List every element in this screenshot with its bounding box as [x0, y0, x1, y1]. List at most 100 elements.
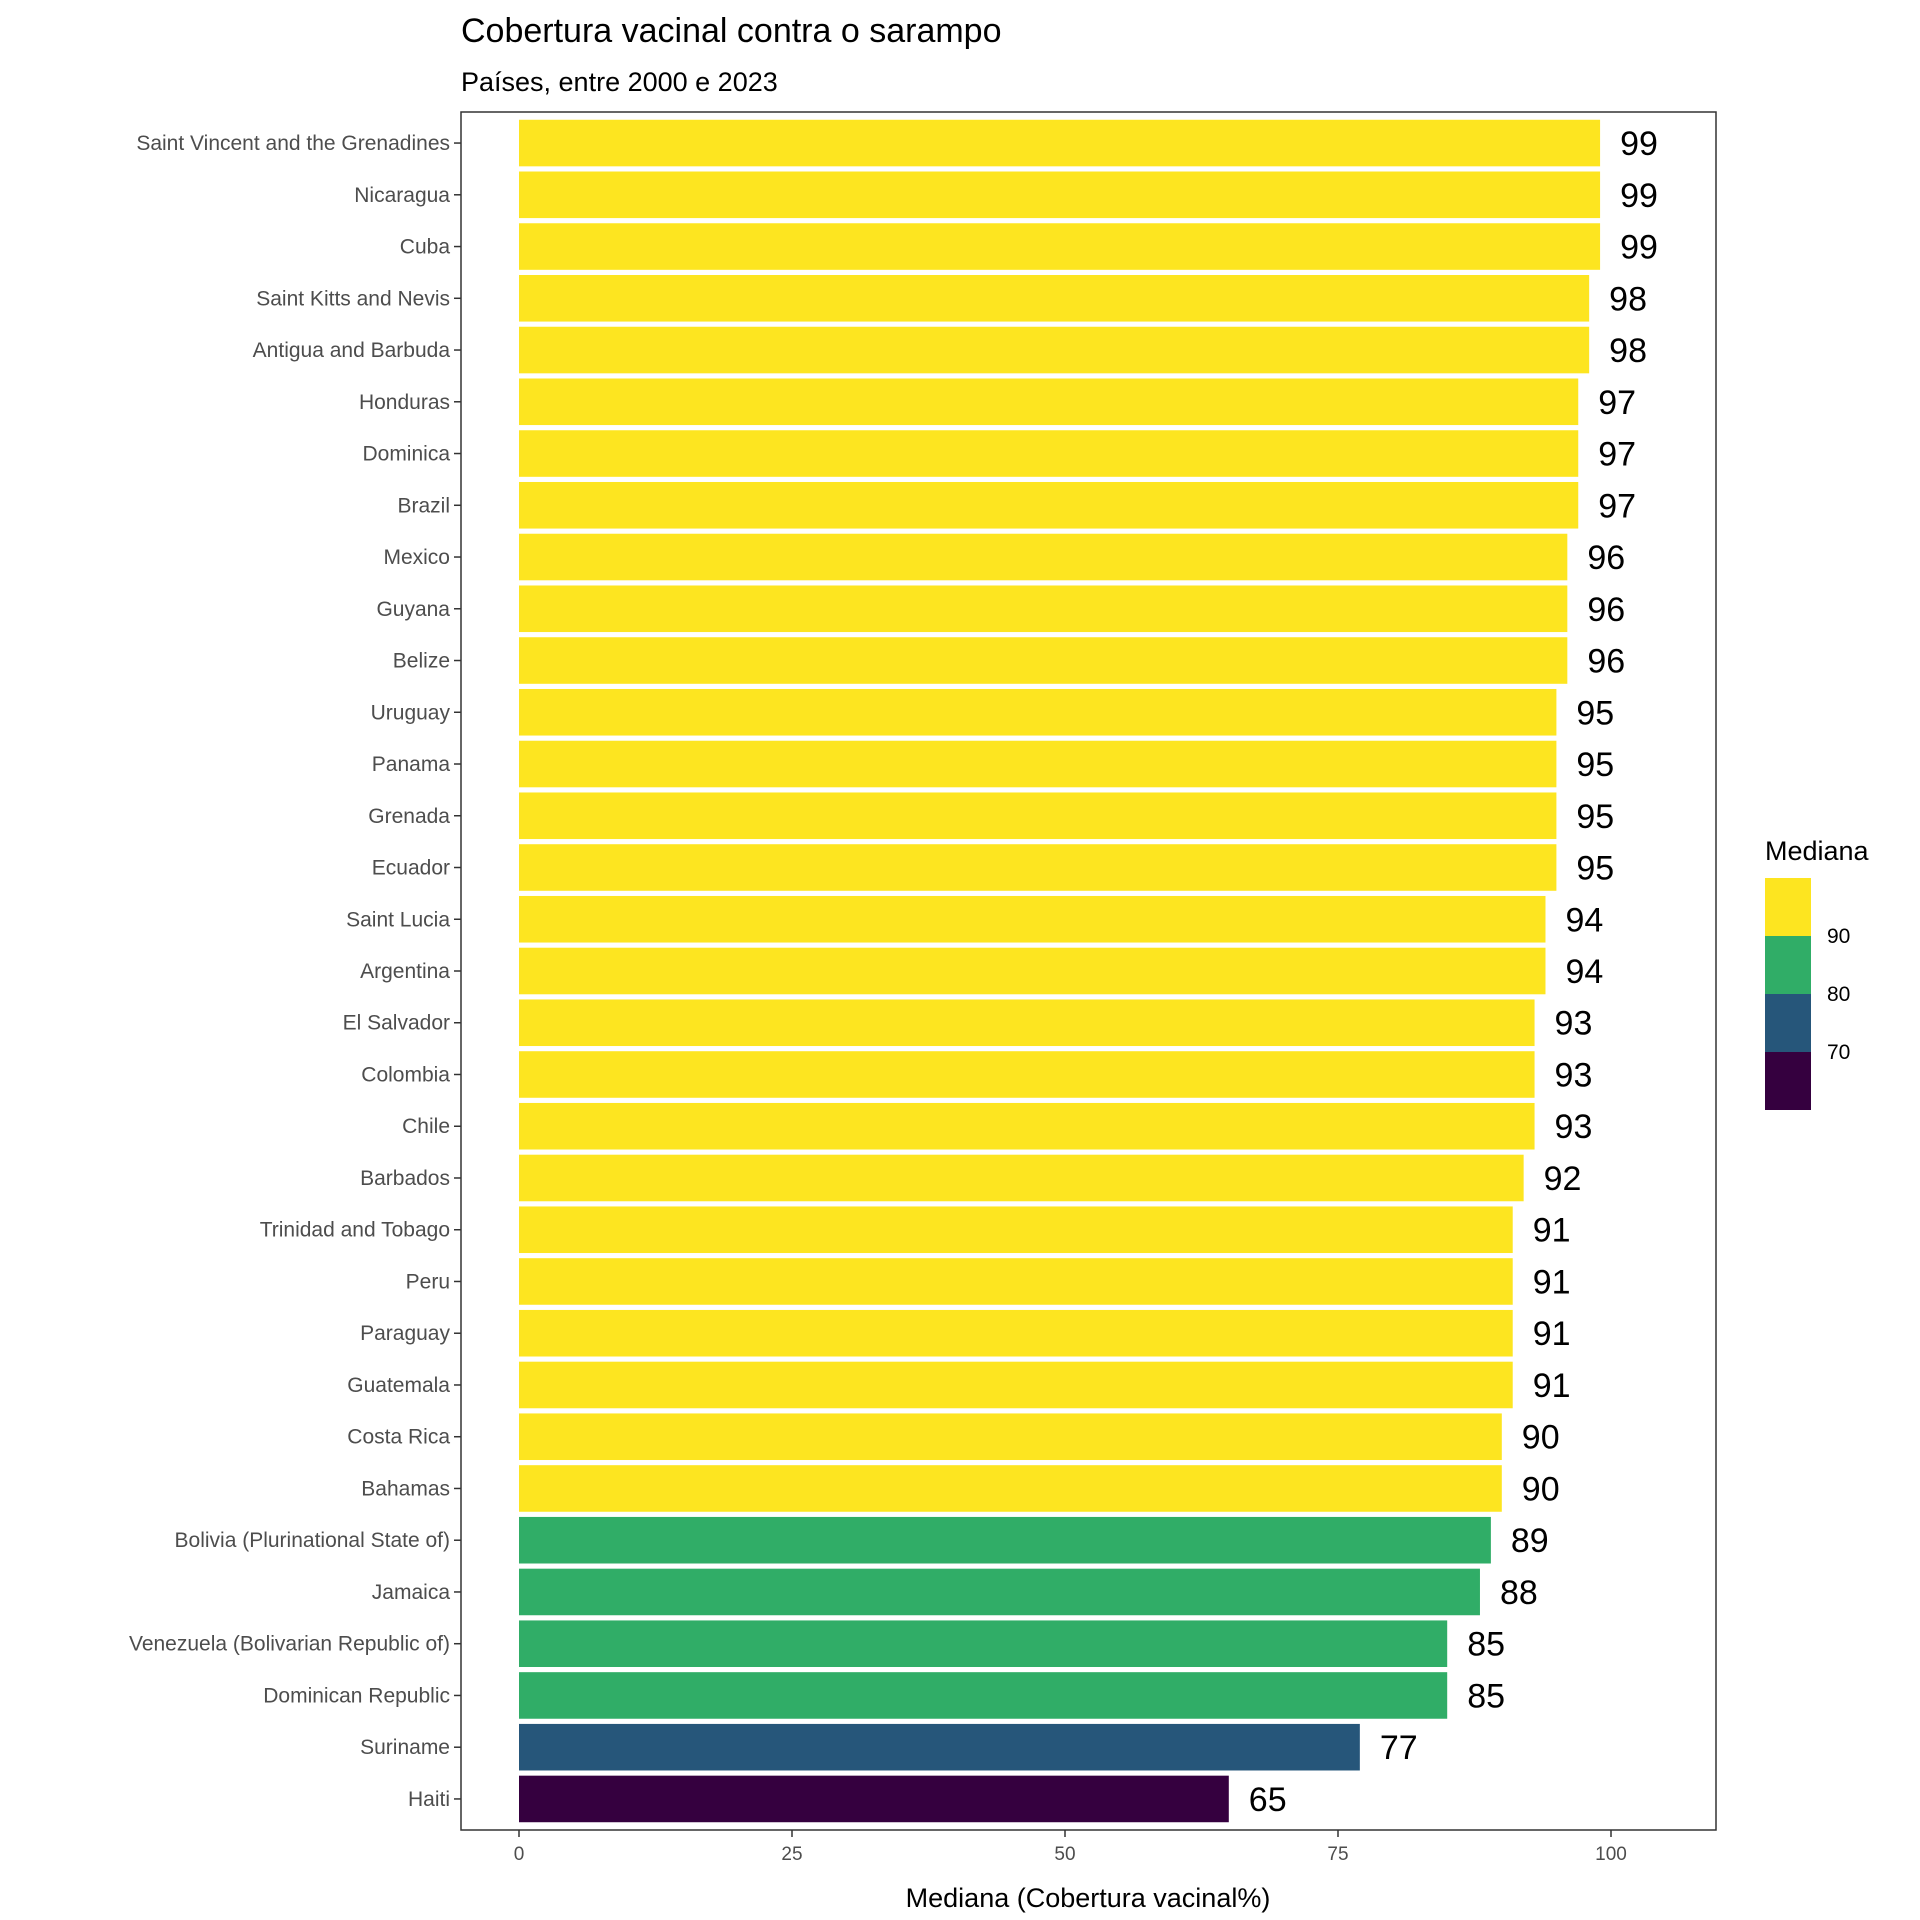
data-label: 95 [1576, 746, 1614, 784]
data-label: 99 [1620, 229, 1658, 267]
data-label: 97 [1598, 436, 1636, 474]
bar [519, 999, 1535, 1047]
y-axis: Saint Vincent and the Grenadines Nicaragu… [129, 132, 461, 1811]
y-tick-label: Chile [402, 1115, 450, 1138]
y-tick-label: Antigua and Barbuda [253, 339, 451, 362]
data-label: 85 [1467, 1626, 1505, 1664]
legend-label: 70 [1827, 1041, 1850, 1064]
y-tick-label: Bahamas [361, 1477, 450, 1500]
legend-title: Mediana [1765, 836, 1870, 866]
bar [519, 1154, 1524, 1202]
bar [519, 1516, 1491, 1564]
y-tick-label: Grenada [368, 805, 450, 828]
y-tick-label: Trinidad and Tobago [260, 1219, 450, 1242]
x-axis-title: Mediana (Cobertura vacinal%) [906, 1883, 1271, 1913]
data-label: 89 [1511, 1522, 1549, 1560]
data-label: 97 [1598, 487, 1636, 525]
data-label: 65 [1249, 1781, 1287, 1819]
data-label: 98 [1609, 280, 1647, 318]
data-label: 90 [1522, 1419, 1560, 1457]
bar [519, 1102, 1535, 1150]
chart-subtitle: Países, entre 2000 e 2023 [461, 67, 778, 97]
bar [519, 895, 1546, 943]
y-tick-label: Nicaragua [354, 184, 450, 207]
bar [519, 947, 1546, 995]
data-label: 94 [1565, 901, 1603, 939]
data-label: 93 [1555, 1056, 1593, 1094]
y-tick-label: Argentina [360, 960, 450, 983]
legend-key [1765, 994, 1811, 1052]
y-tick-label: Belize [393, 650, 450, 673]
bar [519, 740, 1557, 788]
data-label: 98 [1609, 332, 1647, 370]
bar [519, 430, 1579, 477]
y-tick-label: Guatemala [347, 1374, 450, 1397]
data-label: 99 [1620, 125, 1658, 163]
data-label: 94 [1565, 953, 1603, 991]
legend-key [1765, 878, 1811, 936]
bar [519, 1051, 1535, 1098]
data-label: 95 [1576, 850, 1614, 888]
bar [519, 533, 1568, 581]
data-label: 92 [1544, 1160, 1582, 1198]
data-labels-group: 99 99 99 98 98 97 97 97 96 96 96 95 95 95 95 94 94 93 93 93… [1249, 125, 1658, 1819]
y-tick-label: Ecuador [372, 857, 450, 880]
x-tick-label: 100 [1595, 1844, 1627, 1865]
y-tick-label: El Salvador [343, 1012, 450, 1035]
data-label: 88 [1500, 1574, 1538, 1612]
bar [519, 1258, 1513, 1305]
legend-label: 90 [1827, 925, 1850, 948]
bar [519, 326, 1590, 374]
data-label: 96 [1587, 539, 1625, 577]
bar [519, 223, 1601, 270]
bar [519, 1620, 1448, 1667]
data-label: 85 [1467, 1677, 1505, 1715]
data-label: 95 [1576, 798, 1614, 836]
y-tick-label: Jamaica [372, 1581, 451, 1604]
bar [519, 1413, 1502, 1461]
data-label: 95 [1576, 694, 1614, 732]
y-tick-label: Costa Rica [347, 1426, 450, 1449]
y-tick-label: Peru [406, 1270, 450, 1293]
bar [519, 1206, 1513, 1254]
bar [519, 844, 1557, 891]
y-tick-label: Honduras [359, 391, 450, 414]
bar [519, 1309, 1513, 1357]
bar [519, 1723, 1360, 1771]
data-label: 99 [1620, 177, 1658, 215]
legend-key [1765, 936, 1811, 994]
y-tick-label: Bolivia (Plurinational State of) [175, 1529, 450, 1552]
data-label: 91 [1533, 1212, 1571, 1250]
x-axis: 0 25 50 75 100 [514, 1830, 1627, 1865]
y-tick-label: Paraguay [360, 1322, 450, 1345]
y-tick-label: Colombia [361, 1063, 450, 1086]
bar [519, 481, 1579, 529]
y-tick-label: Barbados [360, 1167, 450, 1190]
bar [519, 171, 1601, 219]
bar [519, 1568, 1480, 1616]
x-tick-label: 25 [781, 1844, 802, 1865]
data-label: 97 [1598, 384, 1636, 422]
bar [519, 585, 1568, 633]
bar [519, 378, 1579, 426]
bar [519, 637, 1568, 684]
y-tick-label: Suriname [360, 1736, 450, 1759]
y-tick-label: Guyana [376, 598, 450, 621]
data-label: 77 [1380, 1729, 1418, 1767]
y-tick-label: Saint Lucia [346, 908, 450, 931]
data-label: 90 [1522, 1470, 1560, 1508]
legend-label: 80 [1827, 983, 1850, 1006]
bar [519, 1775, 1229, 1823]
chart-title: Cobertura vacinal contra o sarampo [461, 12, 1002, 50]
y-tick-label: Cuba [400, 236, 451, 259]
bars-group [519, 119, 1601, 1823]
y-tick-label: Dominica [362, 443, 450, 466]
bar [519, 275, 1590, 322]
y-tick-label: Saint Kitts and Nevis [256, 287, 450, 310]
legend: Mediana 90 80 70 [1765, 836, 1870, 1110]
y-tick-label: Saint Vincent and the Grenadines [136, 132, 450, 155]
data-label: 91 [1533, 1315, 1571, 1353]
data-label: 96 [1587, 643, 1625, 681]
y-tick-label: Haiti [408, 1788, 450, 1811]
